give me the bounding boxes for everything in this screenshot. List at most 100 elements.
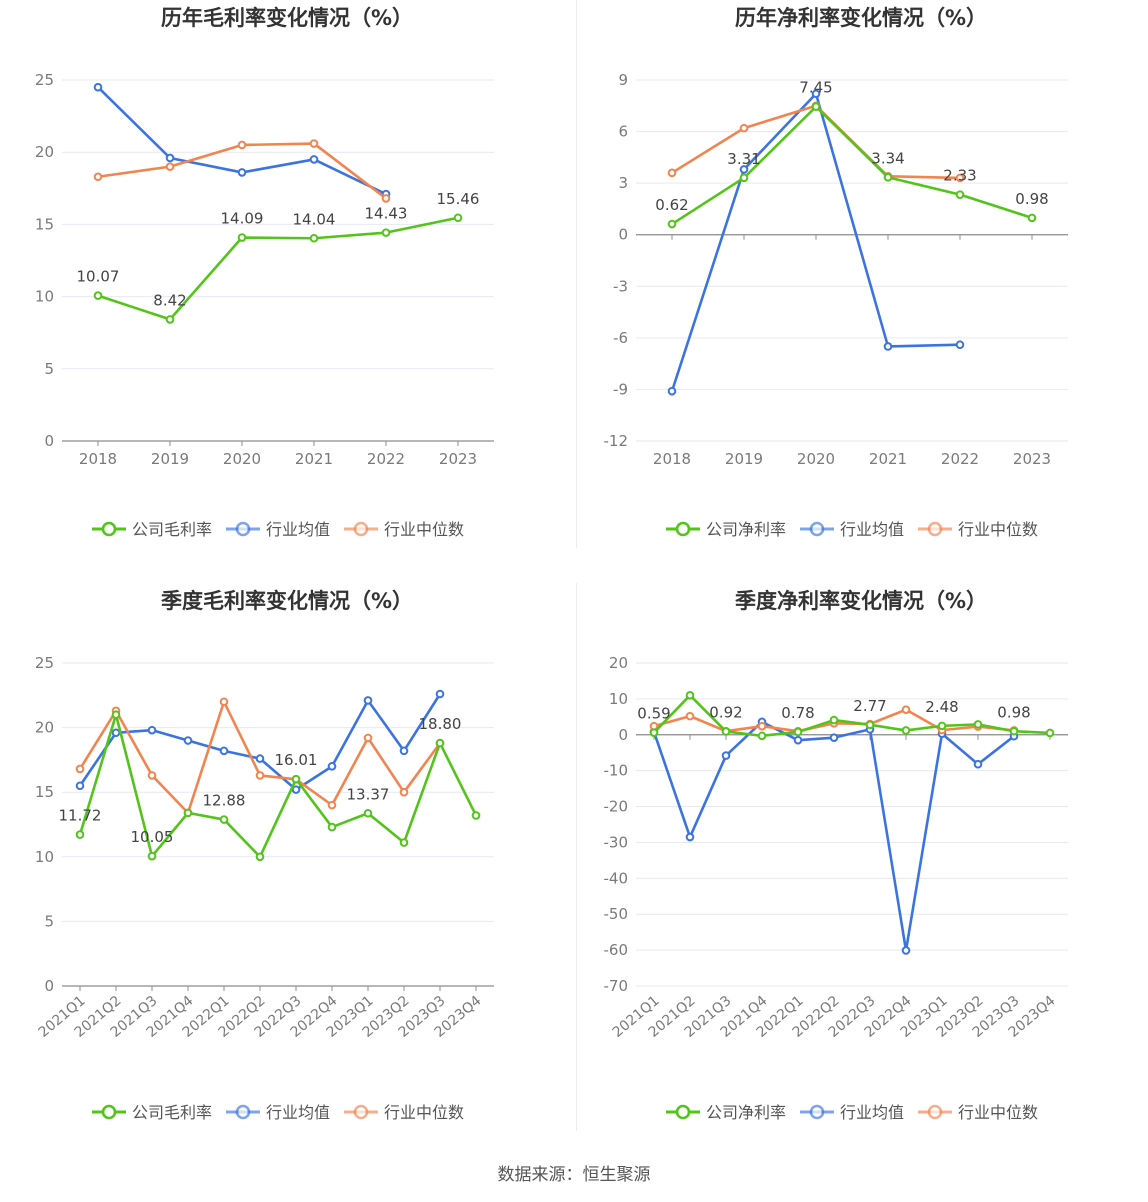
legend-label: 公司毛利率 [132, 520, 212, 539]
y-tick-label: 20 [35, 719, 54, 737]
legend-label: 行业均值 [266, 520, 330, 539]
y-tick-label: 3 [618, 174, 628, 192]
data-point-industry_avg [883, 342, 893, 351]
chart-title: 季度净利率变化情况（%） [735, 589, 987, 613]
x-tick-label: 2021 [869, 450, 907, 468]
data-point-company [667, 219, 677, 229]
data-point-company [183, 808, 193, 818]
data-point-industry_avg [685, 832, 695, 842]
data-point-company [883, 172, 893, 182]
data-point-industry_avg [291, 785, 301, 794]
x-tick-label: 2020 [797, 450, 835, 468]
annual-net-chart: 历年净利率变化情况（%） -12 -9 -6 -3 0 3 6 9 2018 2019 2020 202… [604, 6, 1068, 539]
legend-marker [927, 1104, 943, 1120]
data-point-industry_median [147, 771, 157, 780]
data-point-industry_avg [435, 689, 445, 699]
data-point-industry_avg [327, 762, 337, 771]
data-point-industry_avg [811, 89, 821, 99]
data-point-industry_median [667, 168, 677, 178]
legend-marker [927, 521, 943, 537]
data-point-company [75, 830, 85, 839]
legend-label: 行业中位数 [384, 520, 464, 539]
y-tick-label: -6 [613, 329, 628, 347]
legend-label: 公司毛利率 [132, 1103, 212, 1122]
data-label: 14.43 [365, 205, 408, 223]
y-tick-label: -12 [604, 432, 629, 450]
legend-marker [675, 1104, 691, 1120]
chart-panel-quarterly-gross: 季度毛利率变化情况（%） 0 5 10 15 20 25 2021Q1 2021Q2 2021Q3… [0, 583, 574, 1166]
data-label: 12.88 [203, 792, 246, 810]
legend-item-company: 公司净利率 [666, 1103, 786, 1122]
legend-item-industry_median: 行业中位数 [344, 1103, 464, 1122]
data-label: 0.92 [709, 703, 742, 721]
data-point-company [435, 738, 445, 748]
data-point-industry_avg [93, 82, 103, 92]
y-tick-label: 15 [35, 215, 54, 233]
data-point-industry_median [255, 771, 265, 780]
y-tick-label: 5 [44, 912, 54, 930]
x-tick-label: 2022 [367, 450, 405, 468]
data-point-industry_avg [147, 725, 157, 735]
data-label: 0.98 [1015, 190, 1048, 208]
x-tick-label: 2023 [1013, 450, 1051, 468]
data-point-company [1009, 726, 1019, 736]
legend-item-industry_median: 行业中位数 [918, 1103, 1038, 1122]
data-point-industry_median [327, 800, 337, 810]
annual-gross-chart: 历年毛利率变化情况（%） 0 5 10 15 20 25 2018 2019 2020 2021 20… [35, 6, 494, 539]
data-point-company [955, 190, 965, 199]
data-point-company [811, 102, 821, 111]
y-tick-label: 0 [618, 726, 628, 744]
y-tick-label: 9 [618, 71, 628, 89]
legend-item-company: 公司毛利率 [92, 1103, 212, 1122]
y-tick-label: 20 [609, 654, 628, 672]
legend-marker [235, 521, 251, 537]
data-point-company [327, 822, 337, 832]
legend-marker [101, 521, 117, 537]
legend-marker [675, 521, 691, 537]
x-tick-label: 2023 [439, 450, 477, 468]
legend-marker [235, 1104, 251, 1120]
data-label: 8.42 [153, 291, 186, 309]
y-tick-label: 25 [35, 71, 54, 89]
data-point-industry_avg [739, 165, 749, 174]
y-tick-label: 0 [44, 977, 54, 995]
data-point-company [739, 173, 749, 183]
y-tick-label: -60 [604, 941, 629, 959]
data-source-note: 数据来源：恒生聚源 [497, 1165, 651, 1185]
data-point-company [309, 233, 319, 243]
legend-item-industry_median: 行业中位数 [344, 520, 464, 539]
y-tick-label: -20 [604, 798, 629, 816]
data-point-company [865, 720, 875, 730]
legend-label: 行业中位数 [958, 520, 1038, 539]
data-label: 15.46 [437, 190, 480, 208]
data-point-company [901, 726, 911, 735]
panel-divider [576, 583, 577, 1131]
y-tick-label: 10 [609, 690, 628, 708]
chart-panel-quarterly-net: 季度净利率变化情况（%） -70 -60 -50 -40 -30 -20 -10 0 10 20 20… [574, 583, 1148, 1166]
data-point-company [147, 851, 157, 861]
legend-label: 行业均值 [840, 1103, 904, 1122]
data-point-company [649, 728, 659, 737]
y-tick-label: 25 [35, 654, 54, 672]
data-label: 2.48 [925, 698, 958, 716]
legend-label: 公司净利率 [706, 520, 786, 539]
data-point-industry_avg [363, 696, 373, 705]
data-point-company [165, 315, 175, 324]
y-tick-label: 0 [44, 432, 54, 450]
data-label: 0.59 [637, 705, 670, 723]
legend-item-company: 公司毛利率 [92, 520, 212, 539]
data-label: 16.01 [275, 751, 318, 769]
data-label: 14.04 [293, 210, 336, 228]
data-label: 10.05 [131, 828, 174, 846]
legend-label: 行业均值 [266, 1103, 330, 1122]
data-point-industry_median [381, 194, 391, 203]
data-label: 2.33 [943, 167, 976, 185]
legend-item-industry_avg: 行业均值 [800, 520, 904, 539]
data-point-industry_avg [721, 751, 731, 760]
data-point-company [363, 808, 373, 818]
x-tick-label: 2022 [941, 450, 979, 468]
y-tick-label: 20 [35, 143, 54, 161]
data-point-company [1045, 728, 1055, 738]
data-point-company [471, 811, 481, 820]
data-point-industry_median [363, 733, 373, 743]
